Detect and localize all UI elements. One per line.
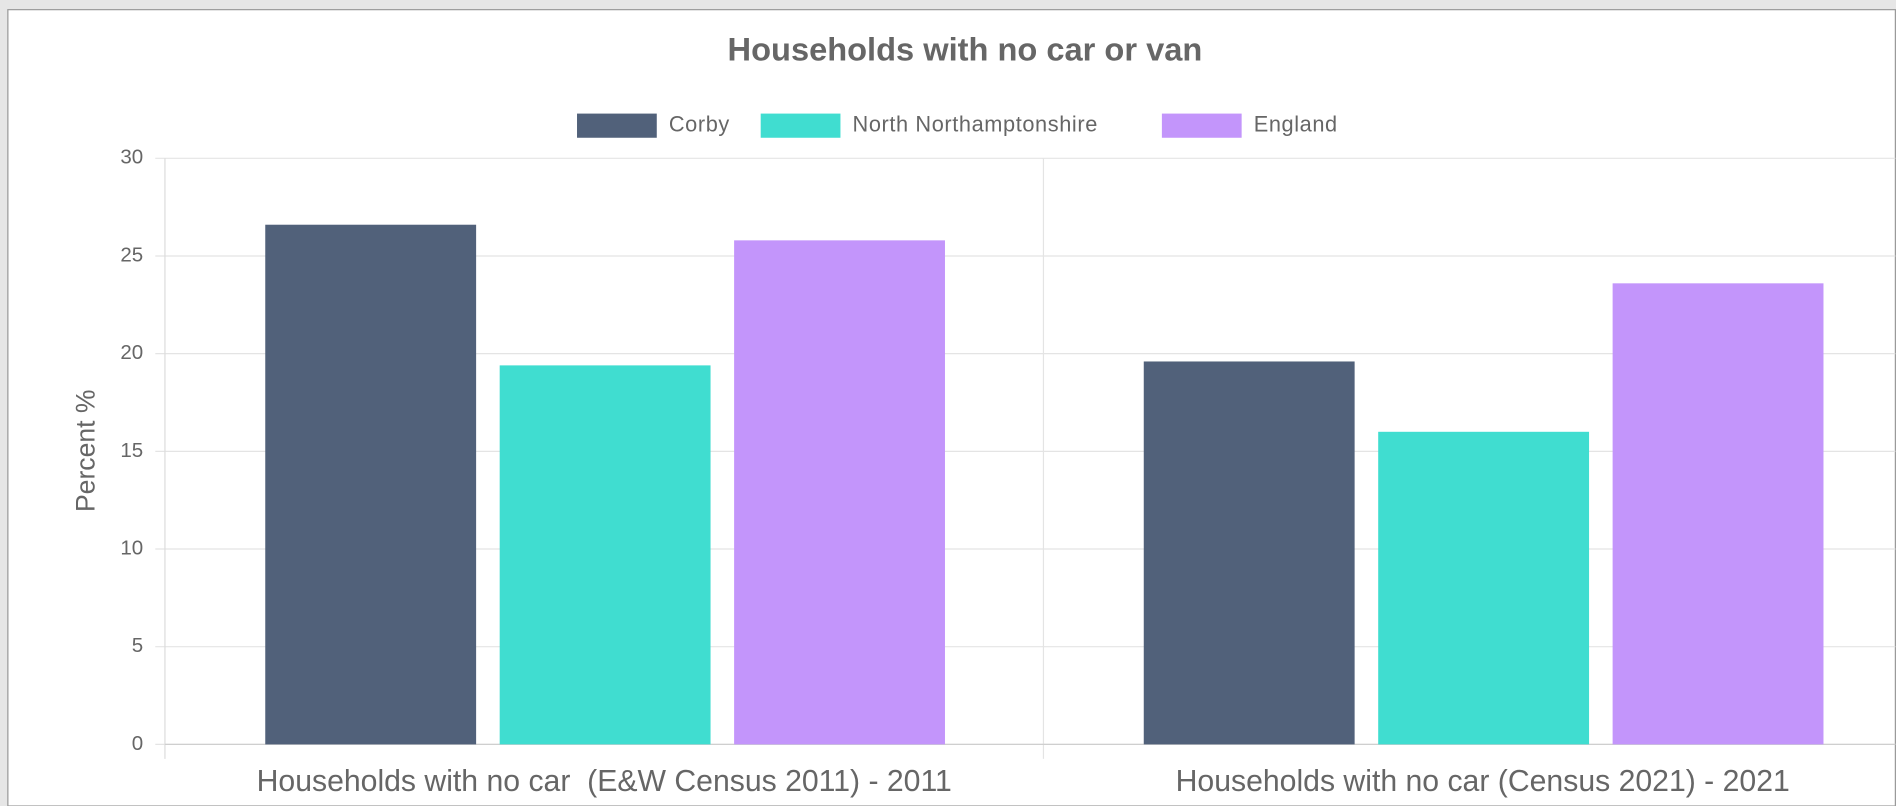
y-tick-label: 5 <box>132 634 143 657</box>
y-tick-label: 20 <box>120 341 143 364</box>
bar <box>265 224 477 745</box>
chart-title: Households with no car or van <box>728 31 1203 68</box>
x-tick-label: Households with no car (E&W Census 2011)… <box>257 765 952 798</box>
bar <box>1143 361 1355 745</box>
bar <box>499 365 711 745</box>
legend-swatch <box>760 113 841 138</box>
legend-label: North Northamptonshire <box>853 111 1098 136</box>
bar <box>734 240 945 745</box>
y-axis-label: Percent % <box>71 389 101 512</box>
y-tick-label: 30 <box>120 146 143 169</box>
y-tick-label: 0 <box>132 732 143 755</box>
y-tick-label: 10 <box>120 536 143 559</box>
y-tick-label: 15 <box>120 439 143 462</box>
x-tick-label: Households with no car (Census 2021) - 2… <box>1176 765 1790 798</box>
top-bar <box>0 0 1896 10</box>
legend-label: England <box>1254 111 1338 136</box>
legend-swatch <box>1161 113 1242 138</box>
legend-label: Corby <box>669 111 730 136</box>
legend-swatch <box>577 113 657 138</box>
bar <box>1378 431 1590 745</box>
bar <box>1612 283 1824 745</box>
y-tick-label: 25 <box>120 243 143 266</box>
